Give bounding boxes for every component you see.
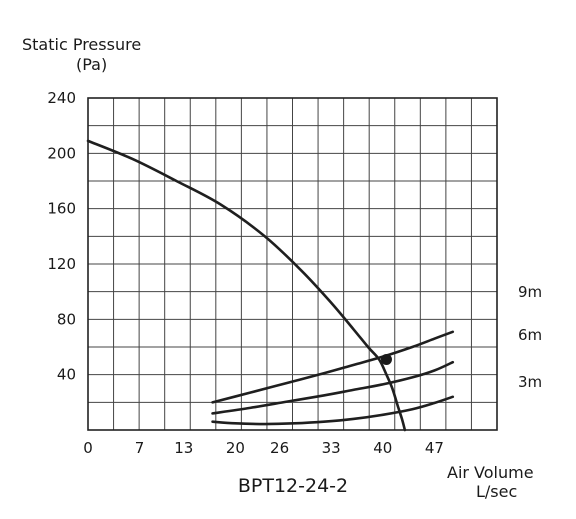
duct-curve-9m [211, 330, 455, 404]
y-axis-title-line1: Static Pressure [22, 35, 141, 54]
curve-label-9m: 9m [518, 283, 542, 301]
curve-label-6m: 6m [518, 326, 542, 344]
operating-point-marker [380, 353, 392, 365]
chart-title: BPT12-24-2 [238, 475, 348, 497]
y-tick-label: 200 [47, 144, 76, 162]
duct-curve-3m [211, 395, 455, 426]
y-axis-title-line2: (Pa) [76, 55, 107, 74]
x-tick-label: 13 [174, 439, 193, 457]
x-axis-title-line1: Air Volume [447, 463, 534, 482]
y-tick-label: 80 [57, 310, 76, 328]
y-tick-label: 240 [47, 89, 76, 107]
plot-frame [87, 97, 498, 431]
curves [86, 139, 455, 432]
duct-curve-6m [211, 360, 455, 415]
x-axis-title-line2: L/sec [476, 482, 517, 501]
y-tick-label: 40 [57, 366, 76, 384]
y-tick-label: 120 [47, 255, 76, 273]
curve-label-3m: 3m [518, 373, 542, 391]
x-tick-label: 20 [226, 439, 245, 457]
x-tick-label: 33 [322, 439, 341, 457]
x-tick-label: 0 [83, 439, 93, 457]
x-tick-label: 26 [270, 439, 289, 457]
fan-curve [86, 139, 407, 432]
x-tick-label: 7 [135, 439, 145, 457]
x-tick-label: 40 [373, 439, 392, 457]
axis-tick-labels: 0 7 13 20 26 33 40 47 40 80 120 160 200 240 [47, 89, 444, 457]
grid [88, 98, 497, 430]
x-tick-label: 47 [425, 439, 444, 457]
y-tick-label: 160 [47, 200, 76, 218]
